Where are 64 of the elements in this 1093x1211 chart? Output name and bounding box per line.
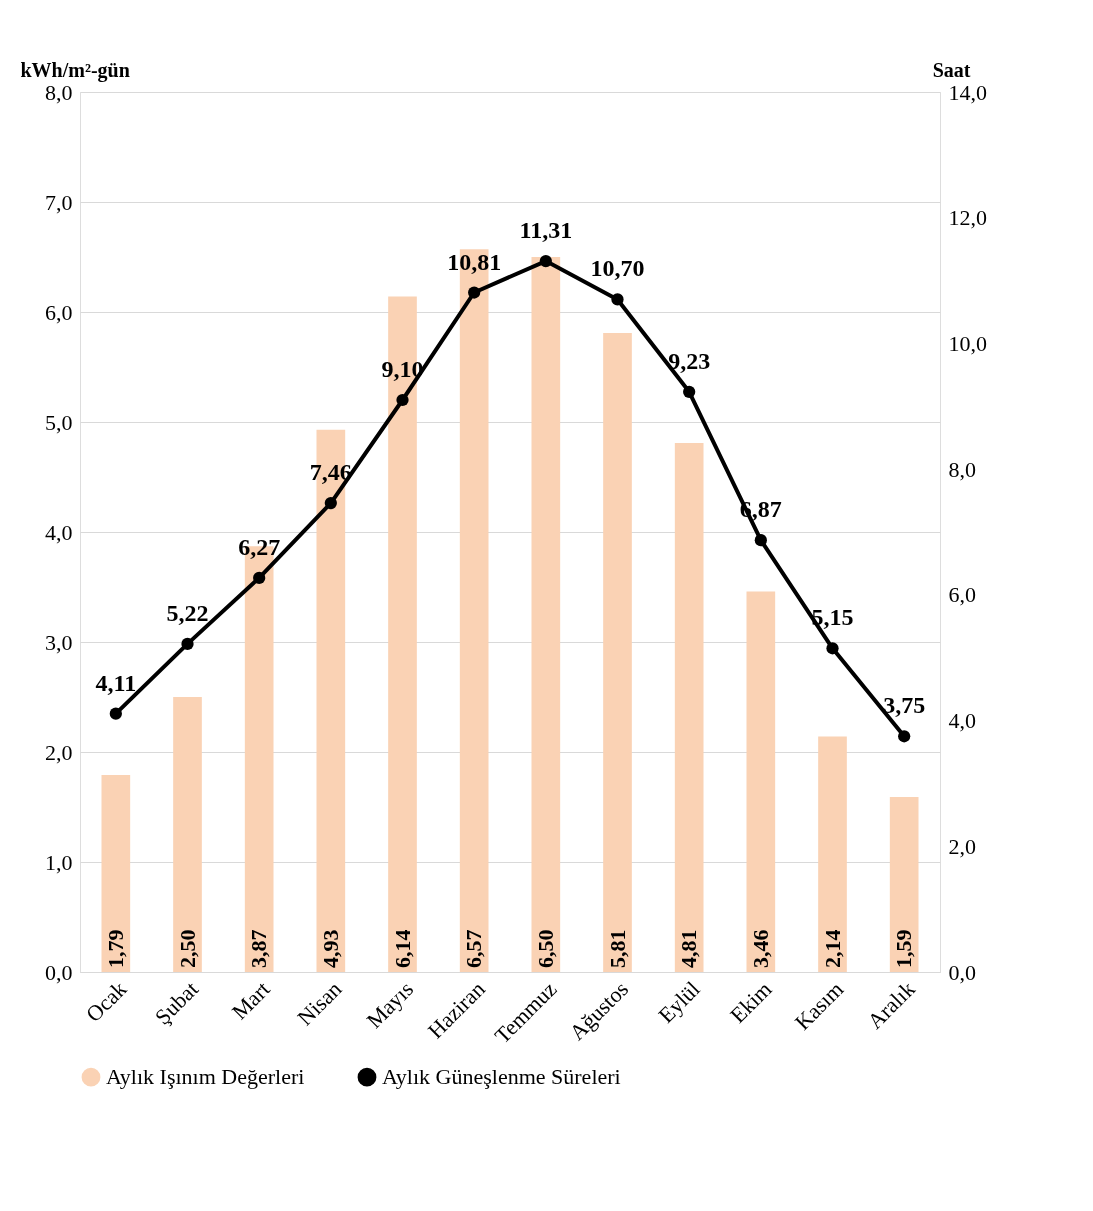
y2-tick-label: 10,0 bbox=[948, 330, 987, 356]
point bbox=[181, 637, 194, 650]
data-label: 3,46 bbox=[747, 929, 773, 968]
data-label: 5,22 bbox=[166, 599, 209, 626]
y2-tick-label: 14,0 bbox=[948, 79, 987, 105]
data-label: 5,15 bbox=[811, 604, 854, 631]
data-label: 1,79 bbox=[102, 929, 128, 968]
point bbox=[683, 385, 696, 398]
data-label: 10,70 bbox=[590, 255, 645, 282]
point bbox=[253, 571, 266, 584]
x-tick-label: Ocak bbox=[80, 976, 132, 1027]
point bbox=[468, 286, 481, 299]
bar bbox=[674, 442, 704, 972]
data-label: 3,87 bbox=[246, 929, 272, 968]
y-tick-label: 4,0 bbox=[45, 519, 73, 545]
data-label: 4,93 bbox=[317, 929, 343, 968]
data-label: 3,75 bbox=[883, 692, 926, 719]
data-label: 4,81 bbox=[676, 929, 702, 968]
y2-tick-label: 0,0 bbox=[948, 959, 976, 985]
y2-tick-label: 4,0 bbox=[948, 708, 976, 734]
y-tick-label: 5,0 bbox=[45, 409, 73, 435]
bar bbox=[173, 697, 202, 972]
y-tick-label: 6,0 bbox=[45, 299, 73, 325]
point bbox=[611, 293, 624, 306]
legend-label: Aylık Güneşlenme Süreleri bbox=[382, 1064, 621, 1090]
y-tick-label: 1,0 bbox=[45, 849, 73, 875]
bar bbox=[603, 332, 632, 972]
y2-tick-label: 8,0 bbox=[948, 456, 976, 482]
bar bbox=[818, 736, 847, 972]
y-axis-title: kWh/m²-gün bbox=[20, 58, 130, 82]
data-label: 1,59 bbox=[891, 929, 917, 968]
legend-label: Aylık Işınım Değerleri bbox=[106, 1064, 305, 1090]
point bbox=[826, 642, 839, 655]
y2-tick-label: 6,0 bbox=[948, 582, 976, 608]
y2-tick-label: 12,0 bbox=[948, 205, 987, 231]
y-tick-label: 3,0 bbox=[45, 629, 73, 655]
data-label: 5,81 bbox=[604, 929, 630, 968]
point bbox=[324, 496, 337, 510]
data-label: 10,81 bbox=[447, 248, 502, 275]
y-tick-label: 8,0 bbox=[45, 79, 73, 105]
data-label: 6,27 bbox=[238, 533, 281, 560]
bar bbox=[531, 257, 561, 972]
y-tick-label: 2,0 bbox=[45, 739, 73, 765]
y2-tick-label: 2,0 bbox=[948, 833, 976, 859]
y-tick-label: 7,0 bbox=[45, 189, 73, 215]
point bbox=[396, 393, 409, 407]
y2-axis-title: Saat bbox=[932, 58, 971, 81]
data-label: 4,11 bbox=[95, 669, 137, 696]
bar bbox=[101, 775, 131, 972]
data-label: 6,50 bbox=[532, 929, 558, 968]
data-label: 6,14 bbox=[389, 929, 415, 968]
y-tick-label: 0,0 bbox=[45, 959, 73, 985]
point bbox=[109, 707, 122, 720]
data-label: 9,23 bbox=[668, 347, 711, 374]
x-tick-label: Mart bbox=[226, 976, 275, 1025]
point bbox=[539, 254, 552, 268]
point bbox=[898, 730, 911, 743]
data-label: 6,57 bbox=[461, 929, 487, 968]
data-label: 2,50 bbox=[174, 929, 200, 968]
data-label: 2,14 bbox=[819, 929, 845, 968]
data-label: 11,31 bbox=[519, 217, 573, 244]
point bbox=[754, 534, 767, 547]
bar bbox=[889, 797, 919, 972]
bar bbox=[746, 591, 776, 972]
